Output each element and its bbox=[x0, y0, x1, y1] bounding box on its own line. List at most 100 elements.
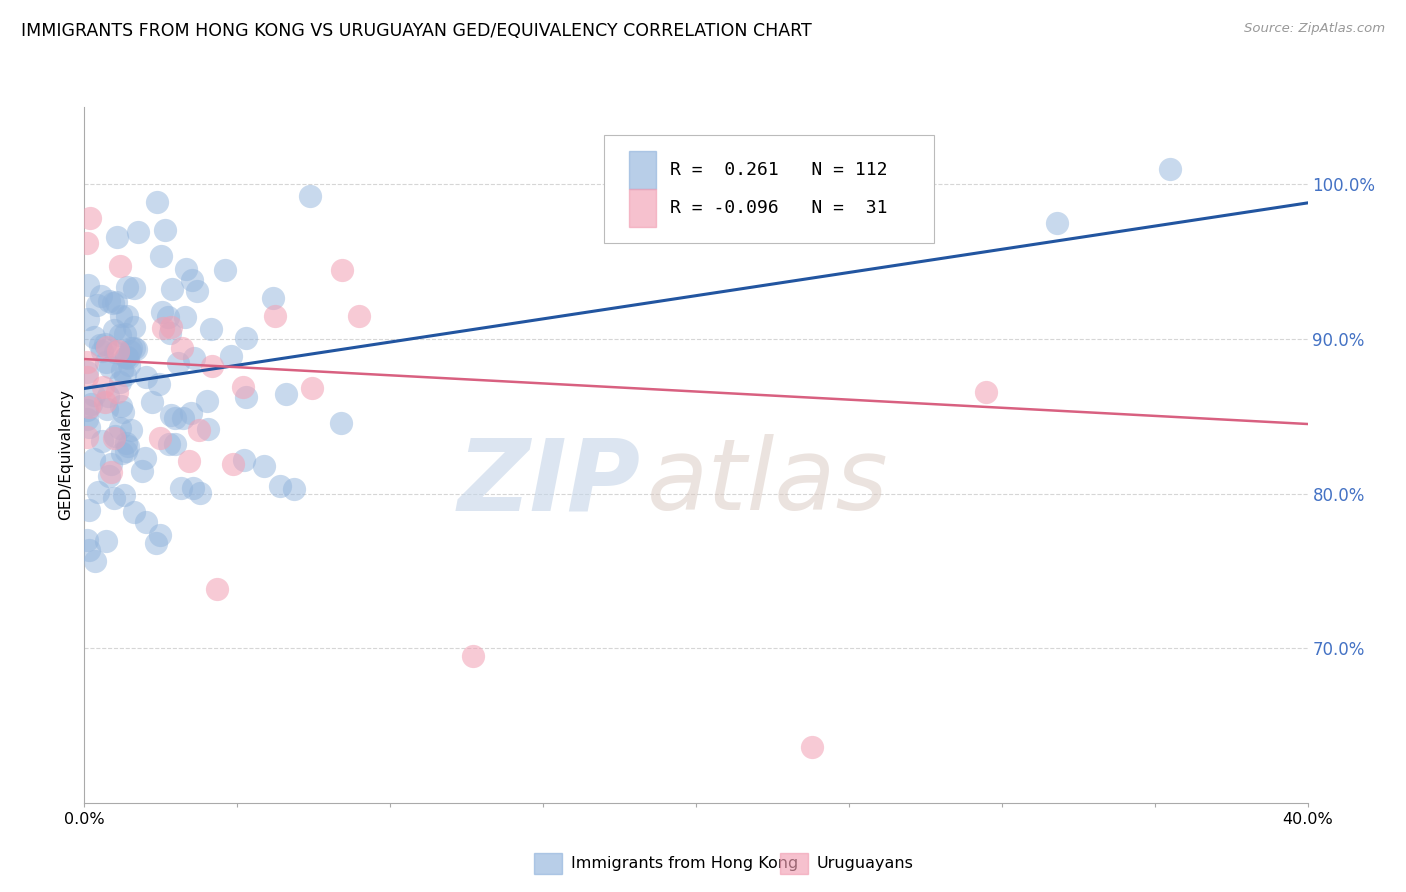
Point bbox=[153, 223, 176, 237]
Point bbox=[98, 468, 121, 483]
Point bbox=[76, 403, 98, 417]
Point bbox=[104, 429, 127, 443]
Text: Source: ZipAtlas.com: Source: ZipAtlas.com bbox=[1244, 22, 1385, 36]
Point bbox=[103, 323, 125, 337]
Point bbox=[84, 554, 107, 568]
Point bbox=[122, 319, 145, 334]
Point bbox=[232, 452, 254, 467]
Point bbox=[131, 465, 153, 479]
Point bbox=[76, 429, 98, 443]
Point bbox=[169, 481, 191, 495]
Point bbox=[120, 341, 142, 355]
Point bbox=[298, 189, 321, 203]
Text: Uruguayans: Uruguayans bbox=[817, 856, 914, 871]
Point bbox=[94, 355, 117, 369]
Text: atlas: atlas bbox=[647, 434, 889, 532]
Point bbox=[76, 366, 98, 380]
Text: R = -0.096   N =  31: R = -0.096 N = 31 bbox=[671, 199, 887, 217]
Point bbox=[122, 341, 145, 355]
Point bbox=[100, 458, 122, 472]
Point bbox=[110, 399, 132, 413]
Point bbox=[461, 648, 484, 663]
Point bbox=[274, 387, 297, 401]
Bar bbox=[628, 189, 655, 227]
FancyBboxPatch shape bbox=[605, 135, 935, 243]
Point bbox=[114, 368, 136, 382]
Point bbox=[201, 359, 224, 373]
Point bbox=[235, 390, 257, 404]
Point bbox=[77, 400, 100, 414]
Point bbox=[105, 230, 128, 244]
Point bbox=[125, 342, 148, 356]
Point bbox=[104, 294, 127, 309]
Point bbox=[801, 740, 824, 755]
Point bbox=[86, 298, 108, 312]
Point bbox=[145, 194, 167, 209]
Point bbox=[115, 350, 138, 364]
Point bbox=[160, 282, 183, 296]
Point bbox=[91, 343, 114, 358]
Point bbox=[114, 435, 136, 450]
Point bbox=[108, 259, 131, 273]
Point bbox=[157, 437, 180, 451]
Y-axis label: GED/Equivalency: GED/Equivalency bbox=[58, 390, 73, 520]
Point bbox=[114, 327, 136, 342]
Point bbox=[104, 345, 127, 359]
Point bbox=[77, 543, 100, 558]
Point bbox=[103, 431, 125, 445]
Point bbox=[101, 296, 124, 310]
Point bbox=[149, 527, 172, 541]
Point bbox=[76, 411, 98, 425]
Point bbox=[105, 385, 128, 400]
Point bbox=[330, 263, 353, 277]
Point bbox=[115, 309, 138, 323]
Point bbox=[124, 281, 146, 295]
Point bbox=[117, 351, 139, 365]
Point bbox=[77, 419, 100, 434]
Point bbox=[77, 278, 100, 293]
Point bbox=[181, 482, 204, 496]
Point bbox=[165, 411, 187, 425]
Point bbox=[195, 393, 218, 408]
Point bbox=[91, 434, 114, 448]
Point bbox=[235, 331, 257, 345]
Point bbox=[214, 263, 236, 277]
Point bbox=[165, 437, 187, 451]
Point bbox=[301, 381, 323, 395]
Point bbox=[76, 236, 98, 251]
Point bbox=[77, 312, 100, 326]
Point bbox=[976, 384, 998, 399]
Point bbox=[179, 454, 201, 468]
Point bbox=[98, 359, 121, 374]
Point bbox=[80, 397, 103, 411]
Point bbox=[141, 395, 163, 409]
Point bbox=[160, 409, 183, 423]
Point bbox=[187, 423, 209, 437]
Point bbox=[83, 387, 105, 401]
Point bbox=[135, 370, 157, 384]
Point bbox=[207, 582, 229, 597]
Bar bbox=[628, 151, 655, 189]
Point bbox=[1046, 216, 1069, 230]
Point bbox=[89, 289, 111, 303]
Point bbox=[159, 326, 181, 341]
Text: ZIP: ZIP bbox=[458, 434, 641, 532]
Point bbox=[134, 451, 156, 466]
Point bbox=[83, 451, 105, 466]
Point bbox=[349, 309, 371, 323]
Point bbox=[103, 491, 125, 505]
Point bbox=[174, 262, 197, 277]
Point bbox=[219, 349, 242, 363]
Point bbox=[112, 404, 135, 418]
Point bbox=[76, 370, 98, 384]
Point bbox=[172, 410, 194, 425]
Point bbox=[89, 337, 111, 351]
Point bbox=[180, 273, 202, 287]
Point bbox=[110, 309, 132, 323]
Point bbox=[200, 321, 222, 335]
Point bbox=[149, 248, 172, 262]
Point bbox=[112, 488, 135, 502]
Point bbox=[110, 328, 132, 343]
Point bbox=[96, 340, 118, 354]
Point bbox=[76, 533, 98, 548]
